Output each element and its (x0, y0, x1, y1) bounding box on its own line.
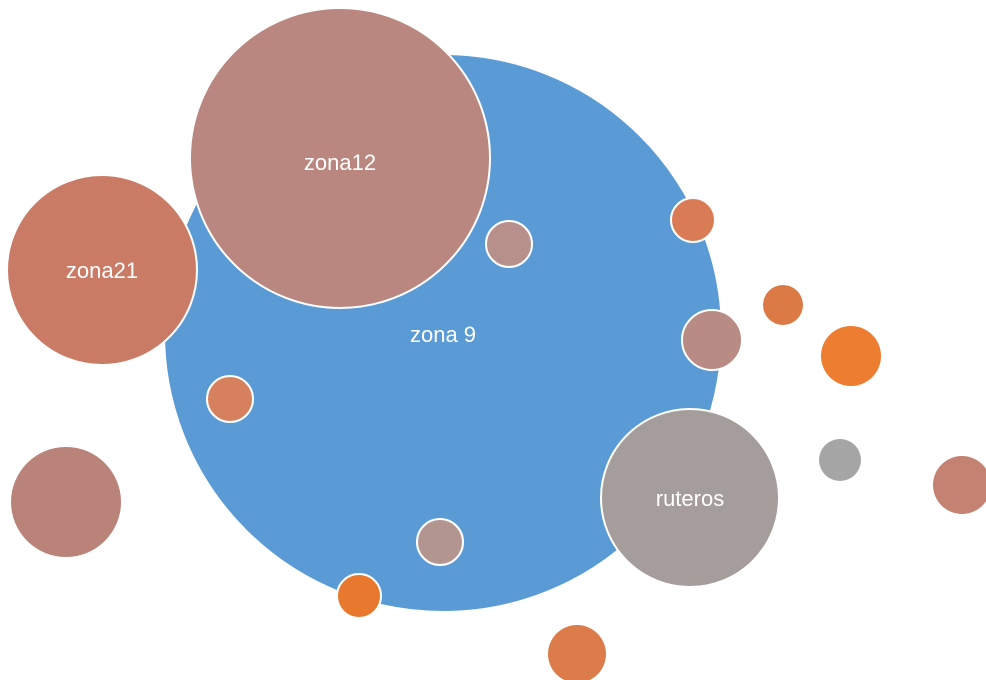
small-bubble (670, 197, 716, 243)
small-bubble (819, 439, 861, 481)
small-bubble (416, 518, 464, 566)
small-bubble (821, 326, 881, 386)
small-bubble (206, 375, 254, 423)
small-bubble (485, 220, 533, 268)
small-bubble (681, 309, 743, 371)
bubble-label: ruteros (656, 486, 724, 511)
bubble (189, 7, 491, 309)
bubble-label: zona21 (66, 258, 138, 283)
small-bubble (336, 573, 382, 619)
small-bubble (933, 456, 986, 514)
bubble-label: zona12 (304, 150, 376, 175)
small-bubble (763, 285, 803, 325)
bubble-label: zona 9 (410, 322, 476, 347)
small-bubble (548, 625, 606, 680)
bubble (600, 408, 780, 588)
bubble (6, 174, 198, 366)
small-bubble (11, 447, 121, 557)
